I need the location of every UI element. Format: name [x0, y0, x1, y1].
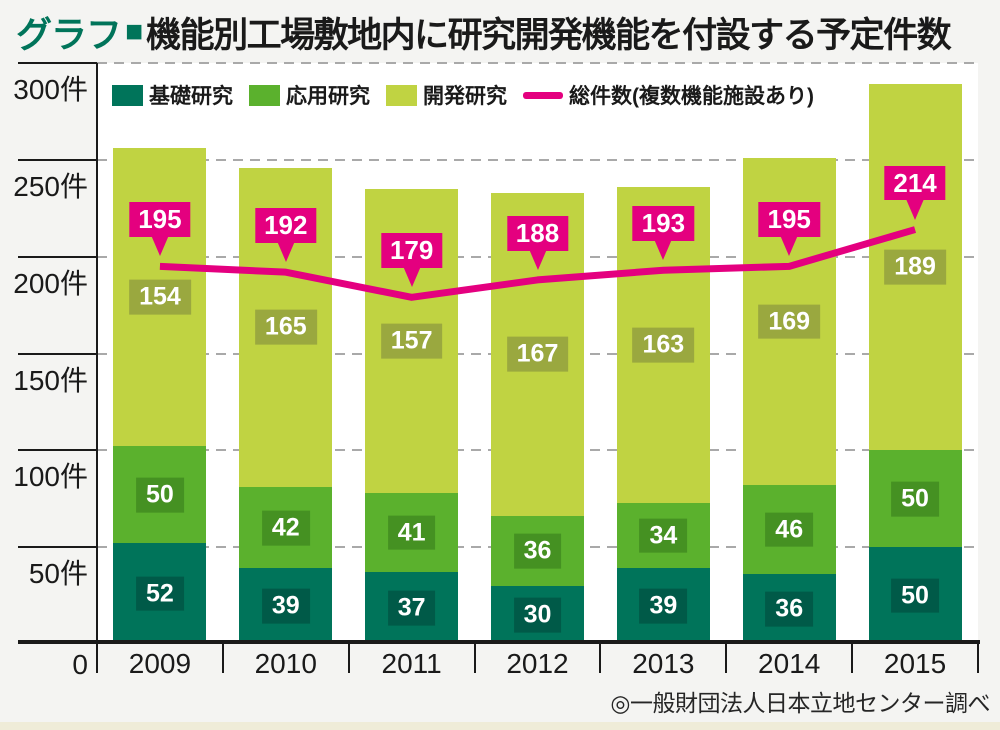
- y-tick-label: 200件: [13, 267, 88, 299]
- total-line: [159, 226, 917, 301]
- callout-pointer-icon: [906, 198, 925, 220]
- source-note: ◎一般財団法人日本立地センター調べ: [610, 690, 990, 716]
- bar-value-badge: 163: [632, 327, 695, 363]
- bar-value-badge: 30: [513, 597, 562, 633]
- bar-value-badge: 157: [380, 323, 443, 359]
- title-text: 機能別工場敷地内に研究開発機能を付設する予定件数: [146, 15, 952, 55]
- bar-value-badge: 169: [758, 304, 821, 339]
- bar-value-badge: 46: [765, 512, 814, 548]
- legend-item: 応用研究: [249, 80, 370, 110]
- legend-label: 総件数(複数機能施設あり): [569, 85, 814, 108]
- y-axis-line: [96, 63, 98, 644]
- x-separator: [599, 644, 602, 673]
- bar-value-badge: 165: [254, 309, 317, 345]
- gridline: [97, 62, 978, 64]
- bar-value-badge: 42: [261, 510, 310, 546]
- bar-value-badge: 39: [639, 588, 688, 624]
- legend-item: 基礎研究: [112, 80, 233, 110]
- legend-swatch: [249, 84, 280, 106]
- bar-value-badge: 39: [261, 588, 310, 624]
- bar-value-badge: 36: [765, 591, 814, 627]
- y-tick-label: 300件: [13, 74, 88, 105]
- y-tick: [18, 449, 97, 452]
- callout-pointer-icon: [528, 248, 547, 270]
- bar-value-badge: 154: [129, 279, 191, 315]
- bar-value-badge: 50: [136, 477, 184, 513]
- total-callout: 179: [380, 233, 443, 268]
- total-callout: 195: [129, 202, 191, 237]
- y-tick: [18, 352, 97, 355]
- legend-swatch: [386, 84, 417, 106]
- x-separator: [221, 644, 224, 673]
- x-tick-label: 2010: [254, 648, 317, 679]
- gridline: [97, 158, 978, 161]
- bar-value-badge: 36: [513, 533, 562, 569]
- callout-pointer-icon: [402, 266, 421, 288]
- y-tick-label: 50件: [28, 558, 88, 590]
- y-tick: [18, 158, 97, 161]
- y-tick-label: 100件: [13, 461, 88, 493]
- callout-pointer-icon: [276, 241, 295, 263]
- legend-label: 開発研究: [423, 85, 507, 108]
- title-square-icon: ■: [125, 15, 144, 48]
- bar-value-badge: 52: [136, 576, 184, 612]
- total-callout: 195: [758, 202, 820, 237]
- bar-value-badge: 37: [387, 590, 436, 626]
- bar-value-badge: 167: [506, 337, 569, 372]
- page-title: グラフ ■ 機能別工場敷地内に研究開発機能を付設する予定件数: [16, 6, 990, 58]
- x-tick-label: 2014: [758, 648, 821, 679]
- bar-value-badge: 189: [884, 249, 946, 285]
- legend: 基礎研究 応用研究 開発研究 総件数(複数機能施設あり): [112, 80, 830, 110]
- bar-value-badge: 50: [891, 481, 939, 517]
- x-separator: [851, 644, 854, 673]
- legend-swatch: [112, 84, 143, 106]
- callout-pointer-icon: [780, 235, 799, 257]
- callout-pointer-icon: [654, 239, 673, 261]
- y-tick: [18, 255, 97, 258]
- x-axis-line: [18, 640, 980, 644]
- y-tick-label: 0: [72, 649, 88, 680]
- x-separator: [473, 644, 476, 673]
- x-tick-label: 2011: [381, 648, 442, 679]
- x-tick-label: 2009: [128, 648, 192, 679]
- y-tick: [18, 546, 97, 549]
- x-separator: [347, 644, 350, 673]
- total-trend-line: [159, 226, 917, 301]
- bar-value-badge: 41: [387, 515, 436, 551]
- x-tick-label: 2013: [632, 648, 695, 679]
- legend-label: 応用研究: [286, 85, 370, 108]
- x-tick-label: 2012: [506, 648, 569, 679]
- y-tick: [18, 62, 97, 64]
- total-callout: 192: [255, 208, 317, 243]
- title-tag: グラフ: [16, 14, 122, 55]
- callout-pointer-icon: [150, 235, 169, 257]
- bar-value-badge: 34: [639, 518, 688, 553]
- footer-strip: [0, 722, 1000, 730]
- total-callout: 193: [632, 206, 695, 241]
- legend-item: 総件数(複数機能施設あり): [523, 80, 814, 110]
- legend-line-swatch: [523, 91, 563, 99]
- bar-value-badge: 50: [891, 578, 939, 613]
- x-separator: [725, 644, 728, 673]
- plot-area: 52 50 154 39 42 165 37 41 157 30 36 167 39 34 163 36 46 1…: [97, 62, 978, 644]
- total-callout: 188: [506, 215, 569, 251]
- y-tick-label: 150件: [13, 364, 88, 396]
- legend-label: 基礎研究: [149, 85, 233, 108]
- x-tick-label: 2015: [883, 648, 947, 679]
- total-callout: 214: [884, 165, 946, 201]
- x-separator: [96, 644, 98, 673]
- y-tick-label: 250件: [13, 170, 88, 202]
- x-separator: [977, 644, 979, 673]
- legend-item: 開発研究: [386, 80, 507, 110]
